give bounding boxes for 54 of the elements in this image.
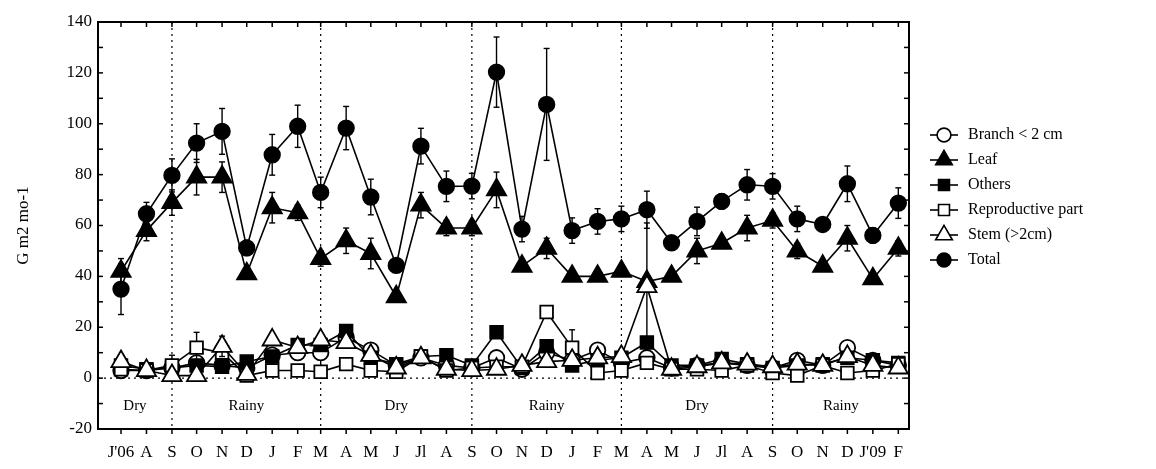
y-axis-title: G m2 mo-1 — [13, 186, 32, 265]
legend-label: Total — [968, 249, 1002, 267]
y-tick-label: 40 — [75, 265, 92, 285]
annotation: Rainy — [228, 397, 265, 414]
x-tick-label: F — [893, 442, 904, 461]
y-tick-label: 140 — [66, 10, 92, 30]
y-tick-label: 20 — [75, 316, 92, 336]
legend-label: Branch < 2 cm — [968, 124, 1064, 142]
annotation: Dry — [685, 397, 710, 414]
x-tick-label: Jl — [715, 442, 728, 461]
y-tick-label: 80 — [75, 163, 92, 183]
x-tick-label: S — [467, 442, 477, 461]
x-tick-label: O — [791, 442, 804, 461]
x-tick-label: J'06 — [107, 442, 135, 461]
y-tick-label: -20 — [69, 417, 92, 437]
x-tick-label: D — [240, 442, 253, 461]
x-tick-label: M — [663, 442, 680, 461]
y-tick-label: 60 — [75, 214, 92, 234]
x-tick-label: O — [190, 442, 203, 461]
y-tick-label: 120 — [66, 61, 92, 81]
x-tick-label: F — [592, 442, 603, 461]
legend-label: Reproductive part — [968, 199, 1084, 218]
x-tick-label: A — [740, 442, 754, 461]
x-tick-label: J'09 — [859, 442, 887, 461]
x-tick-label: N — [215, 442, 229, 461]
x-tick-label: Jl — [415, 442, 427, 461]
y-tick-label: 100 — [66, 112, 92, 132]
x-tick-label: N — [816, 442, 829, 461]
x-tick-label: A — [440, 442, 454, 461]
x-tick-label: J — [693, 442, 701, 461]
legend-label: Others — [968, 174, 1011, 192]
x-tick-label: J — [392, 442, 400, 461]
x-tick-label: N — [515, 442, 529, 461]
x-tick-label: J — [568, 442, 576, 461]
x-tick-label: M — [313, 442, 329, 461]
x-tick-label: M — [613, 442, 629, 461]
x-tick-label: F — [292, 442, 303, 461]
x-tick-label: D — [540, 442, 553, 461]
x-tick-label: A — [140, 442, 154, 461]
legend-label: Leaf — [968, 149, 998, 167]
x-tick-label: D — [841, 442, 854, 461]
annotation: Rainy — [822, 397, 860, 414]
y-tick-label: 0 — [83, 367, 92, 387]
legend-label: Stem (>2cm) — [968, 224, 1053, 243]
x-tick-label: A — [340, 442, 354, 461]
x-tick-label: S — [167, 442, 177, 461]
annotation: Dry — [123, 397, 148, 414]
annotation: Rainy — [528, 397, 566, 414]
x-tick-label: O — [490, 442, 503, 461]
x-tick-label: J — [268, 442, 276, 461]
x-tick-label: S — [767, 442, 778, 461]
x-tick-label: M — [363, 442, 379, 461]
x-tick-label: A — [640, 442, 654, 461]
annotation: Dry — [384, 397, 409, 414]
